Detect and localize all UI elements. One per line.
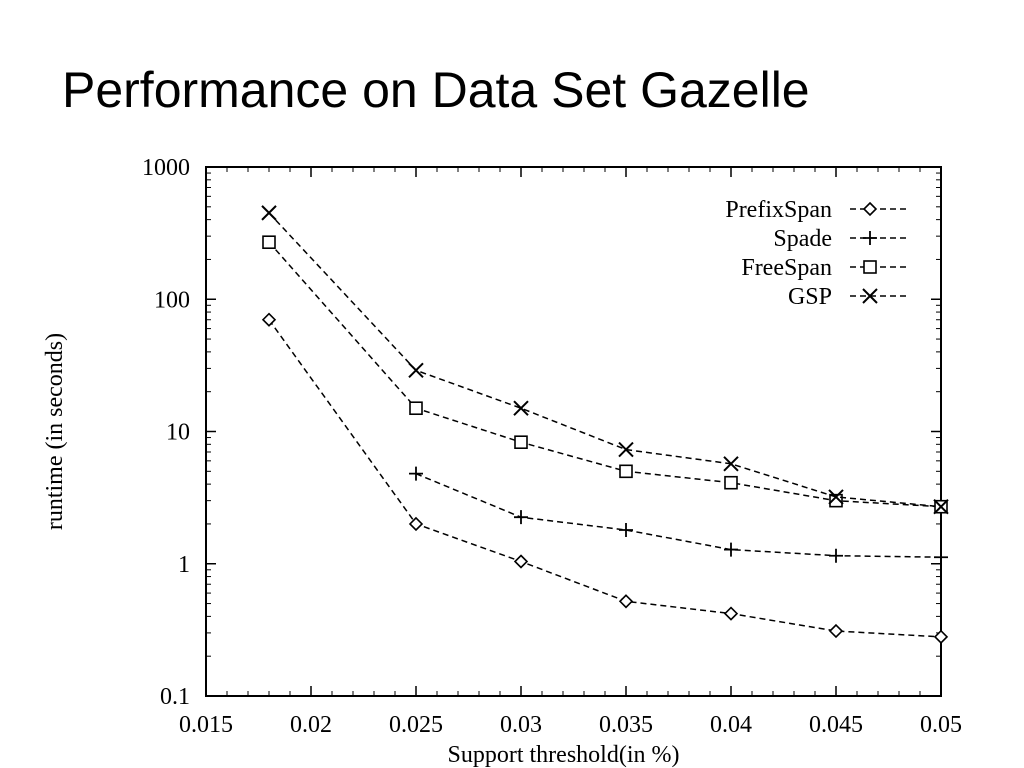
legend: PrefixSpan Spade FreeSpan GSP [725,197,906,310]
legend-label: FreeSpan [741,255,832,281]
legend-marker-cross [862,288,878,304]
data-point-diamond [618,594,634,609]
data-point-plus [514,510,528,525]
data-point-plus [829,548,843,563]
data-point-diamond [828,623,844,639]
data-point-square [514,435,528,450]
data-point-cross [513,400,529,416]
x-tick-label: 0.035 [599,712,653,738]
data-point-square [724,475,738,490]
legend-label: Spade [773,226,832,252]
data-point-cross [828,489,844,505]
data-point-cross [618,441,634,458]
data-point-cross [408,362,424,379]
y-tick-label: 1 [178,552,190,578]
x-tick-label: 0.02 [290,712,332,738]
x-tick-label: 0.05 [920,712,962,738]
y-axis-label: runtime (in seconds) [42,333,68,530]
x-tick-label: 0.025 [389,712,443,738]
data-point-cross [723,456,739,472]
legend-label: GSP [788,284,832,310]
data-point-diamond [723,606,739,621]
data-point-plus [934,550,948,565]
legend-marker-diamond [862,201,878,217]
series-spade [409,466,948,565]
data-point-square [619,464,633,479]
y-tick-label: 0.1 [160,684,190,710]
data-point-cross [261,205,277,221]
data-point-square [829,493,843,508]
data-point-diamond [261,312,277,327]
data-point-diamond [513,554,529,569]
data-point-cross [933,498,949,515]
legend-marker-plus [863,231,877,245]
legend-marker-square [863,260,877,274]
data-point-diamond [933,629,949,644]
data-point-square [262,235,276,250]
data-point-diamond [408,516,424,532]
x-tick-label: 0.045 [809,712,863,738]
series-freespan [262,235,948,514]
data-point-square [409,401,423,416]
data-point-plus [724,542,738,557]
series-line [415,473,942,558]
x-axis-label: Support threshold(in %) [448,742,680,768]
x-tick-label: 0.04 [710,712,752,738]
y-tick-label: 1000 [142,155,190,181]
data-point-plus [619,522,633,537]
data-point-plus [409,466,423,481]
series-gsp [261,205,949,515]
x-tick-label: 0.03 [500,712,542,738]
y-tick-label: 100 [154,287,190,313]
series-line [268,319,942,638]
series-line [268,241,942,508]
series-prefixspan [261,312,949,644]
slide-title: Performance on Data Set Gazelle [62,62,810,118]
series-line [268,212,942,508]
x-tick-label: 0.015 [179,712,233,738]
legend-label: PrefixSpan [725,197,832,223]
y-tick-label: 10 [166,420,190,446]
